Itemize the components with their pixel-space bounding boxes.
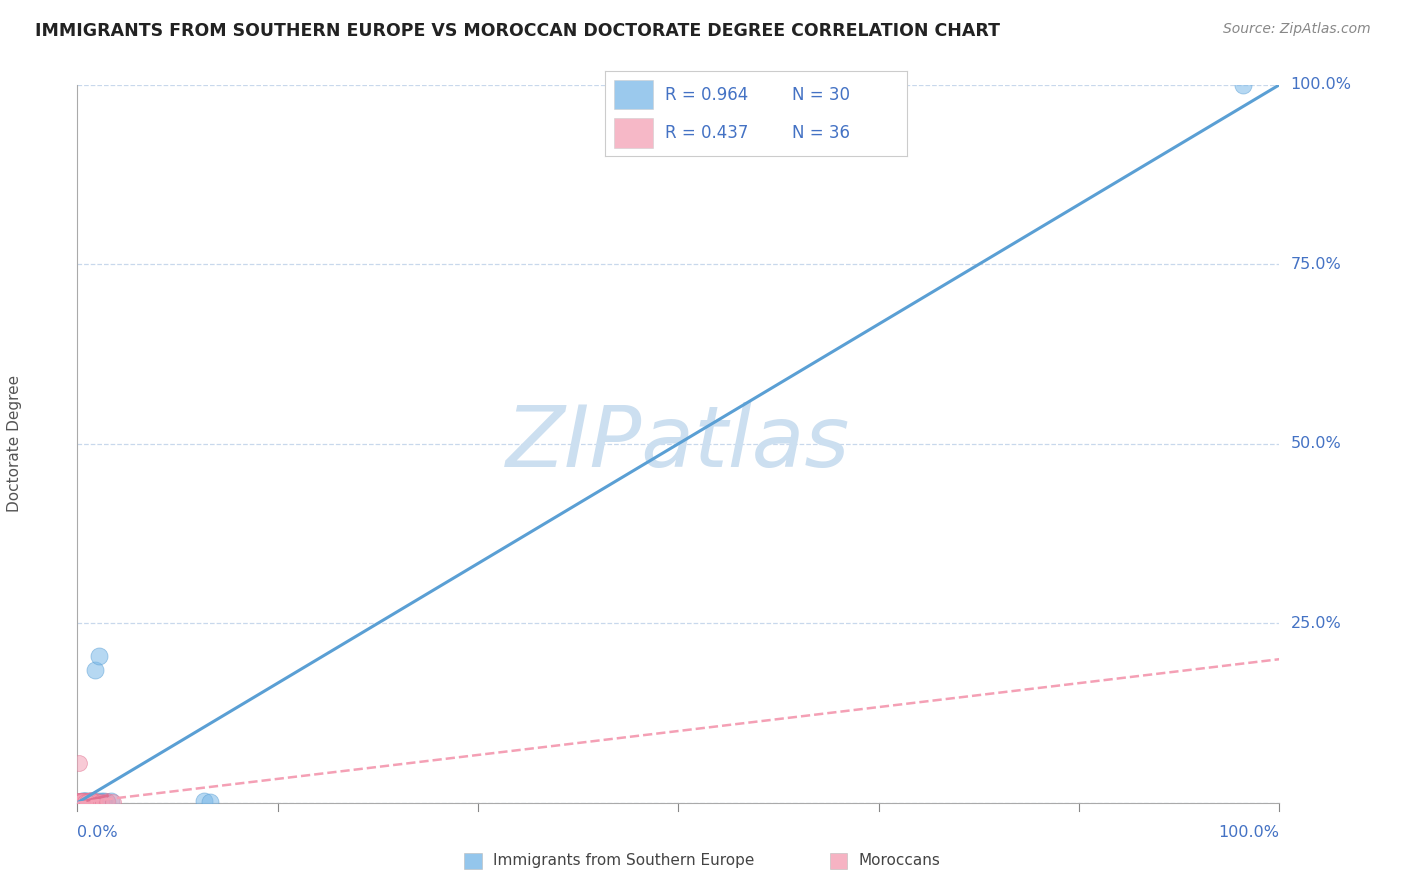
Point — [73, 794, 96, 808]
Point — [82, 795, 104, 809]
Text: Moroccans: Moroccans — [859, 854, 941, 868]
Point — [73, 795, 96, 809]
Point — [72, 795, 94, 809]
Point — [77, 794, 100, 808]
Point — [93, 794, 115, 808]
Point — [76, 795, 98, 809]
Text: 0.0%: 0.0% — [77, 825, 118, 840]
Point — [82, 795, 104, 809]
Text: R = 0.437: R = 0.437 — [665, 124, 748, 142]
Point — [67, 794, 90, 808]
Text: ZIPatlas: ZIPatlas — [506, 402, 851, 485]
Point — [79, 794, 101, 808]
Text: 100.0%: 100.0% — [1219, 825, 1279, 840]
FancyBboxPatch shape — [613, 80, 652, 110]
Text: 25.0%: 25.0% — [1291, 615, 1341, 631]
Point — [96, 795, 118, 809]
Point — [70, 795, 93, 809]
Point — [79, 793, 101, 807]
Point — [80, 795, 103, 809]
Text: 100.0%: 100.0% — [1291, 78, 1351, 92]
Point — [103, 795, 125, 809]
Point — [67, 794, 90, 808]
Point — [69, 795, 91, 809]
Point — [70, 795, 93, 809]
Point — [76, 795, 98, 809]
Point — [70, 795, 93, 809]
Point — [84, 663, 107, 677]
Point — [83, 794, 105, 808]
Point — [69, 794, 91, 808]
Point — [100, 794, 122, 808]
Point — [73, 795, 96, 809]
Point — [76, 795, 98, 809]
Point — [72, 794, 94, 808]
Point — [70, 795, 93, 809]
Point — [1232, 78, 1254, 92]
Point — [73, 794, 96, 808]
Point — [75, 794, 97, 808]
Point — [76, 794, 98, 808]
Point — [91, 795, 114, 809]
Point — [79, 794, 101, 808]
Point — [75, 795, 97, 809]
Point — [193, 794, 215, 808]
Point — [72, 794, 94, 808]
Text: R = 0.964: R = 0.964 — [665, 86, 748, 103]
Point — [76, 795, 98, 809]
Point — [77, 795, 100, 809]
Text: IMMIGRANTS FROM SOUTHERN EUROPE VS MOROCCAN DOCTORATE DEGREE CORRELATION CHART: IMMIGRANTS FROM SOUTHERN EUROPE VS MOROC… — [35, 22, 1000, 40]
Point — [75, 794, 97, 808]
Point — [87, 648, 110, 663]
Point — [67, 756, 90, 771]
Point — [86, 795, 108, 809]
Point — [75, 795, 97, 809]
Point — [79, 795, 101, 809]
Point — [73, 794, 96, 808]
Point — [79, 794, 101, 808]
Text: Immigrants from Southern Europe: Immigrants from Southern Europe — [494, 854, 754, 868]
Point — [70, 795, 93, 809]
Point — [80, 795, 103, 809]
Point — [77, 795, 100, 809]
Point — [96, 794, 118, 808]
Text: N = 30: N = 30 — [792, 86, 851, 103]
Point — [90, 795, 112, 809]
Point — [69, 794, 91, 808]
Point — [72, 795, 94, 809]
Point — [72, 794, 94, 808]
Text: Source: ZipAtlas.com: Source: ZipAtlas.com — [1223, 22, 1371, 37]
Text: Doctorate Degree: Doctorate Degree — [7, 376, 21, 512]
Point — [79, 795, 101, 809]
Text: 50.0%: 50.0% — [1291, 436, 1341, 451]
Text: 75.0%: 75.0% — [1291, 257, 1341, 272]
Point — [70, 795, 93, 809]
Text: N = 36: N = 36 — [792, 124, 851, 142]
Point — [75, 795, 97, 809]
Point — [70, 794, 93, 808]
Point — [82, 794, 104, 808]
Point — [70, 795, 93, 809]
Point — [77, 795, 100, 809]
FancyBboxPatch shape — [613, 118, 652, 147]
Point — [90, 794, 112, 808]
Point — [84, 794, 107, 808]
Point — [86, 794, 108, 808]
Point — [198, 795, 221, 809]
